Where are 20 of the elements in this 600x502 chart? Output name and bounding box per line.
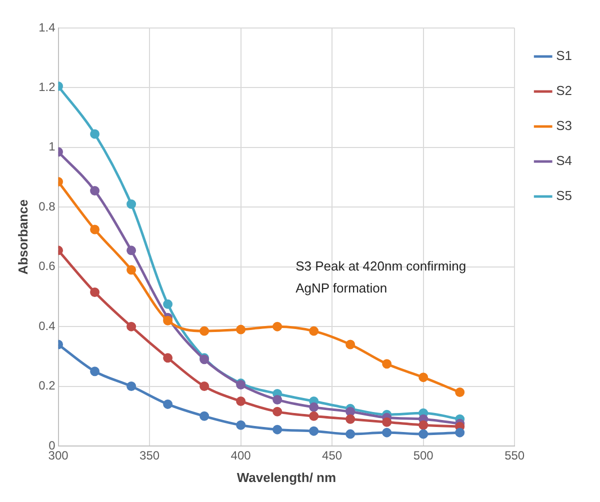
y-tick-label: 1.4 bbox=[38, 20, 56, 34]
legend-label: S1 bbox=[556, 48, 572, 64]
x-tick-label: 550 bbox=[504, 448, 525, 463]
legend-label: S3 bbox=[556, 118, 572, 134]
y-axis-title: Absorbance bbox=[15, 199, 30, 275]
legend-label: S4 bbox=[556, 153, 572, 168]
y-tick-label: 1.2 bbox=[38, 80, 56, 94]
x-tick-label: 400 bbox=[230, 448, 252, 463]
legend-label: S5 bbox=[556, 188, 572, 204]
x-tick-label: 350 bbox=[140, 448, 160, 463]
y-tick-label: 1 bbox=[48, 140, 56, 154]
y-tick-label: 0.8 bbox=[38, 199, 56, 214]
legend-label: S2 bbox=[556, 83, 572, 98]
x-tick-label: 500 bbox=[413, 448, 434, 463]
y-tick-label: 0.2 bbox=[38, 378, 56, 393]
y-tick-label: 0.6 bbox=[38, 259, 56, 274]
annotation: S3 Peak at 420nm confirming AgNP formation bbox=[296, 258, 466, 296]
x-axis-title: Wavelength/ nm bbox=[236, 470, 336, 485]
x-tick-label: 450 bbox=[322, 448, 342, 463]
y-tick-label: 0.4 bbox=[38, 318, 56, 333]
